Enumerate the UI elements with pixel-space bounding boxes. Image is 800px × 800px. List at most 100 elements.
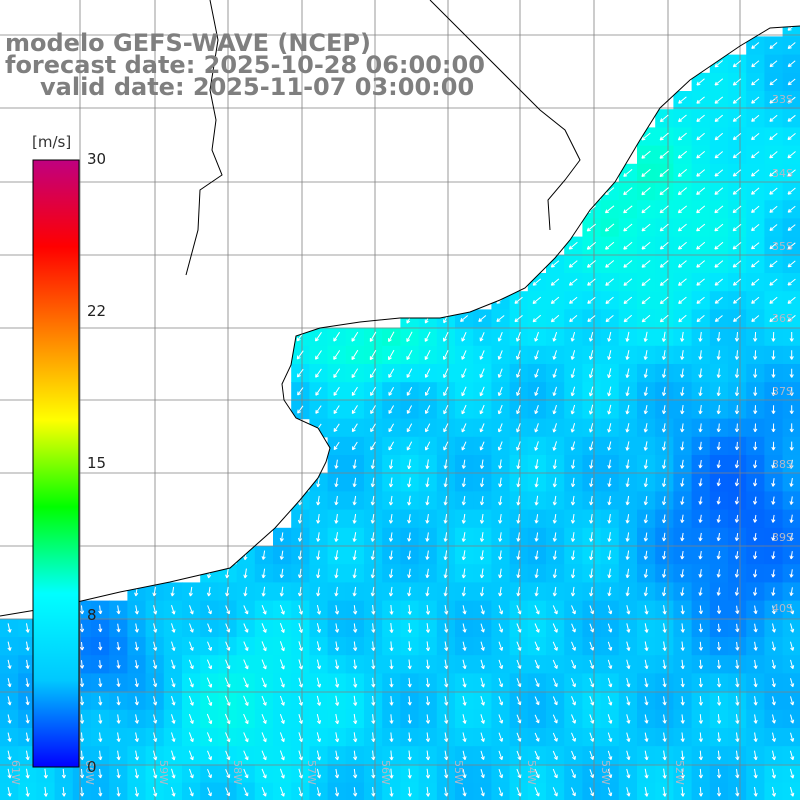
wind-arrow	[641, 260, 651, 268]
wind-arrow	[662, 605, 667, 615]
wind-arrow	[735, 750, 740, 761]
wind-arrow	[607, 732, 613, 742]
wind-arrow	[407, 732, 412, 742]
wind-arrow	[444, 787, 449, 797]
wind-arrow	[7, 786, 12, 797]
wind-arrow	[171, 623, 176, 633]
wind-arrow	[680, 441, 685, 451]
wind-arrow	[188, 732, 194, 743]
wind-arrow	[498, 641, 504, 651]
wind-arrow	[425, 732, 431, 742]
wind-arrow	[498, 750, 504, 761]
wind-arrow	[389, 750, 394, 761]
wind-arrow	[789, 551, 794, 560]
wind-arrow	[279, 732, 285, 743]
wind-arrow	[334, 768, 340, 779]
wind-arrow	[461, 331, 467, 342]
wind-arrow	[735, 677, 740, 688]
wind-arrow	[261, 714, 267, 724]
wind-arrow	[371, 659, 376, 670]
wind-arrow	[607, 750, 613, 761]
wind-arrow	[7, 677, 12, 688]
wind-arrow	[641, 314, 651, 323]
wind-arrow	[316, 787, 321, 797]
wind-arrow	[714, 278, 724, 286]
wind-arrow	[753, 441, 758, 451]
latitude-label: 35S	[772, 240, 793, 253]
wind-arrow	[316, 604, 321, 615]
wind-arrow	[698, 641, 703, 651]
wind-arrow	[680, 496, 685, 505]
wind-arrow	[406, 331, 413, 343]
wind-arrow	[498, 586, 503, 597]
wind-arrow	[516, 441, 521, 451]
wind-arrow	[25, 768, 30, 779]
wind-arrow	[753, 696, 758, 706]
wind-arrow	[478, 315, 487, 322]
wind-arrow	[550, 296, 560, 304]
wind-arrow	[769, 242, 778, 250]
wind-arrow	[552, 404, 557, 415]
wind-arrow	[607, 550, 612, 561]
wind-arrow	[698, 732, 703, 742]
wind-arrow	[279, 641, 285, 652]
wind-arrow	[789, 387, 794, 396]
wind-arrow	[735, 787, 740, 797]
wind-arrow	[225, 732, 231, 743]
wind-arrow	[534, 732, 540, 742]
wind-arrow	[789, 532, 794, 542]
wind-arrow	[552, 386, 557, 397]
wind-arrow	[696, 132, 705, 141]
wind-arrow	[607, 623, 613, 633]
wind-arrow	[225, 586, 230, 597]
wind-arrow	[626, 605, 631, 615]
wind-arrow	[552, 768, 558, 779]
wind-arrow	[406, 405, 413, 414]
wind-arrow	[461, 350, 467, 360]
wind-arrow	[353, 605, 358, 615]
wind-arrow	[171, 732, 176, 743]
wind-arrow	[371, 787, 376, 797]
wind-arrow	[552, 714, 558, 724]
wind-arrow	[588, 350, 594, 360]
wind-arrow	[698, 386, 703, 397]
wind-arrow	[787, 151, 796, 159]
wind-arrow	[623, 260, 633, 268]
wind-arrow	[732, 242, 742, 250]
wind-arrow	[316, 532, 321, 542]
wind-arrow	[498, 605, 504, 615]
wind-arrow	[480, 695, 485, 706]
wind-arrow	[335, 659, 340, 670]
wind-arrow	[644, 732, 649, 742]
wind-arrow	[188, 714, 194, 724]
wind-arrow	[261, 787, 267, 797]
wind-arrow	[771, 441, 776, 451]
wind-arrow	[371, 750, 376, 761]
wind-arrow	[335, 713, 340, 725]
wind-arrow	[570, 459, 576, 469]
wind-arrow	[425, 405, 431, 415]
wind-arrow	[243, 659, 249, 670]
wind-arrow	[734, 332, 740, 342]
wind-arrow	[370, 386, 377, 396]
longitude-label: 52W	[673, 760, 686, 785]
wind-arrow	[677, 205, 688, 214]
wind-arrow	[334, 513, 339, 524]
wind-arrow	[279, 695, 285, 706]
wind-arrow	[589, 714, 595, 724]
wind-arrow	[532, 278, 542, 286]
wind-arrow	[279, 659, 285, 670]
wind-arrow	[516, 495, 521, 506]
wind-arrow	[388, 368, 395, 378]
wind-arrow	[334, 477, 339, 488]
wind-arrow	[680, 659, 685, 670]
wind-arrow	[680, 605, 685, 615]
wind-arrow	[570, 477, 576, 488]
wind-arrow	[516, 732, 522, 742]
wind-arrow	[61, 787, 66, 797]
wind-arrow	[643, 496, 648, 506]
wind-arrow	[335, 732, 340, 743]
wind-arrow	[769, 42, 778, 49]
wind-arrow	[586, 260, 596, 268]
wind-arrow	[461, 404, 467, 415]
